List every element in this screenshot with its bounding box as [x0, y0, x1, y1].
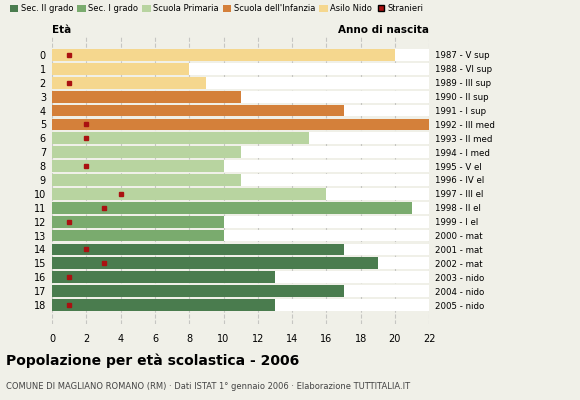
Bar: [52, 118, 429, 130]
Bar: [52, 77, 206, 89]
Bar: [52, 91, 241, 102]
Bar: [52, 299, 275, 311]
Bar: [52, 63, 429, 75]
Bar: [52, 160, 429, 172]
Bar: [52, 271, 429, 283]
Text: Età: Età: [52, 26, 71, 36]
Bar: [52, 202, 412, 214]
Bar: [52, 105, 343, 116]
Text: Anno di nascita: Anno di nascita: [338, 26, 429, 36]
Bar: [52, 202, 429, 214]
Bar: [52, 299, 429, 311]
Bar: [52, 230, 429, 242]
Bar: [52, 91, 429, 102]
Bar: [52, 258, 378, 269]
Bar: [52, 105, 429, 116]
Legend: Sec. II grado, Sec. I grado, Scuola Primaria, Scuola dell'Infanzia, Asilo Nido, : Sec. II grado, Sec. I grado, Scuola Prim…: [10, 4, 423, 13]
Bar: [52, 230, 223, 242]
Bar: [52, 63, 189, 75]
Bar: [52, 77, 429, 89]
Bar: [52, 174, 241, 186]
Bar: [52, 285, 429, 297]
Text: COMUNE DI MAGLIANO ROMANO (RM) · Dati ISTAT 1° gennaio 2006 · Elaborazione TUTTI: COMUNE DI MAGLIANO ROMANO (RM) · Dati IS…: [6, 382, 410, 391]
Bar: [52, 285, 343, 297]
Bar: [52, 132, 309, 144]
Bar: [52, 174, 429, 186]
Bar: [52, 271, 275, 283]
Bar: [52, 132, 429, 144]
Bar: [52, 216, 429, 228]
Bar: [52, 118, 429, 130]
Bar: [52, 49, 395, 61]
Bar: [52, 188, 327, 200]
Bar: [52, 216, 223, 228]
Bar: [52, 244, 429, 255]
Bar: [52, 146, 429, 158]
Bar: [52, 160, 223, 172]
Bar: [52, 146, 241, 158]
Bar: [52, 49, 429, 61]
Text: Popolazione per età scolastica - 2006: Popolazione per età scolastica - 2006: [6, 354, 299, 368]
Bar: [52, 244, 343, 255]
Bar: [52, 188, 429, 200]
Bar: [52, 258, 429, 269]
